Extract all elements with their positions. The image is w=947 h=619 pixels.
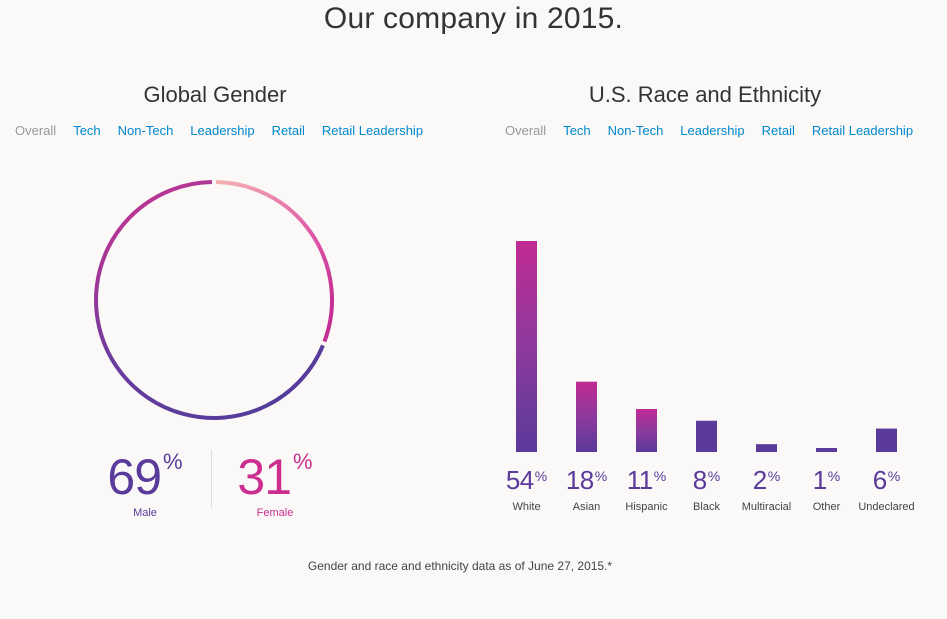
race-value: 6	[872, 465, 887, 495]
race-section-title: U.S. Race and Ethnicity	[588, 82, 822, 107]
male-label: Male	[133, 507, 157, 519]
race-unit: %	[827, 468, 841, 484]
gender-tab-tech[interactable]: Tech	[73, 123, 101, 138]
race-value: 11	[626, 465, 654, 495]
male-unit: %	[163, 449, 183, 474]
gender-divider	[211, 450, 212, 508]
race-tab-retail[interactable]: Retail	[761, 123, 795, 138]
donut-slice-male	[94, 180, 325, 420]
race-unit: %	[594, 468, 608, 484]
race-stat-other: 1% Other	[797, 465, 857, 513]
race-tab-non-tech[interactable]: Non-Tech	[607, 123, 664, 138]
footnote: Gender and race and ethnicity data as of…	[307, 559, 613, 573]
bar-white	[516, 241, 537, 452]
female-stat: 31% Female	[230, 447, 320, 519]
race-unit: %	[887, 468, 901, 484]
race-tab-leadership[interactable]: Leadership	[680, 123, 745, 138]
bar-hispanic	[636, 409, 657, 452]
race-value: 18	[565, 465, 594, 495]
gender-tab-retail[interactable]: Retail	[271, 123, 305, 138]
race-stat-hispanic: 11% Hispanic	[617, 465, 677, 513]
bar-black	[696, 420, 717, 452]
race-value: 1	[812, 465, 827, 495]
race-stat-black: 8% Black	[677, 465, 737, 513]
race-label: Undeclared	[858, 501, 915, 513]
gender-tab-leadership[interactable]: Leadership	[190, 123, 255, 138]
race-unit: %	[653, 468, 667, 484]
gender-tabs: Overall Tech Non-Tech Leadership Retail Retai…	[15, 123, 423, 138]
race-tab-retail-leadership[interactable]: Retail Leadership	[811, 123, 914, 138]
race-stat-undeclared: 6% Undeclared	[857, 465, 917, 513]
race-label: Hispanic	[625, 501, 668, 513]
race-unit: %	[767, 468, 781, 484]
race-value: 54	[505, 465, 534, 495]
female-unit: %	[293, 449, 313, 474]
race-tabs: Overall Tech Non-Tech Leadership Retail Retai…	[505, 123, 913, 138]
female-label: Female	[256, 507, 294, 519]
gender-tab-overall[interactable]: Overall	[15, 123, 57, 138]
male-value: 69	[107, 449, 162, 505]
race-label: Asian	[572, 501, 601, 513]
race-tab-overall[interactable]: Overall	[505, 123, 547, 138]
race-unit: %	[707, 468, 721, 484]
male-stat: 69% Male	[100, 447, 190, 519]
race-stat-asian: 18% Asian	[557, 465, 617, 513]
gender-donut-chart	[94, 180, 334, 420]
race-stat-multiracial: 2% Multiracial	[737, 465, 797, 513]
gender-section-title: Global Gender	[143, 82, 287, 107]
bar-asian	[576, 381, 597, 452]
race-tab-tech[interactable]: Tech	[563, 123, 591, 138]
race-stat-white: 54% White	[497, 465, 557, 513]
race-value: 8	[692, 465, 707, 495]
race-bar-chart	[516, 241, 897, 452]
gender-tab-non-tech[interactable]: Non-Tech	[117, 123, 174, 138]
page-title: Our company in 2015.	[323, 2, 624, 35]
female-value: 31	[237, 449, 292, 505]
race-label: White	[512, 501, 541, 513]
race-unit: %	[534, 468, 548, 484]
race-label: Black	[693, 501, 720, 513]
gender-tab-retail-leadership[interactable]: Retail Leadership	[321, 123, 424, 138]
bar-other	[816, 448, 837, 452]
bar-undeclared	[876, 428, 897, 452]
race-label: Multiracial	[741, 501, 792, 513]
bar-multiracial	[756, 444, 777, 452]
race-value: 2	[752, 465, 767, 495]
donut-slice-female	[216, 180, 334, 343]
race-label: Other	[812, 501, 841, 513]
